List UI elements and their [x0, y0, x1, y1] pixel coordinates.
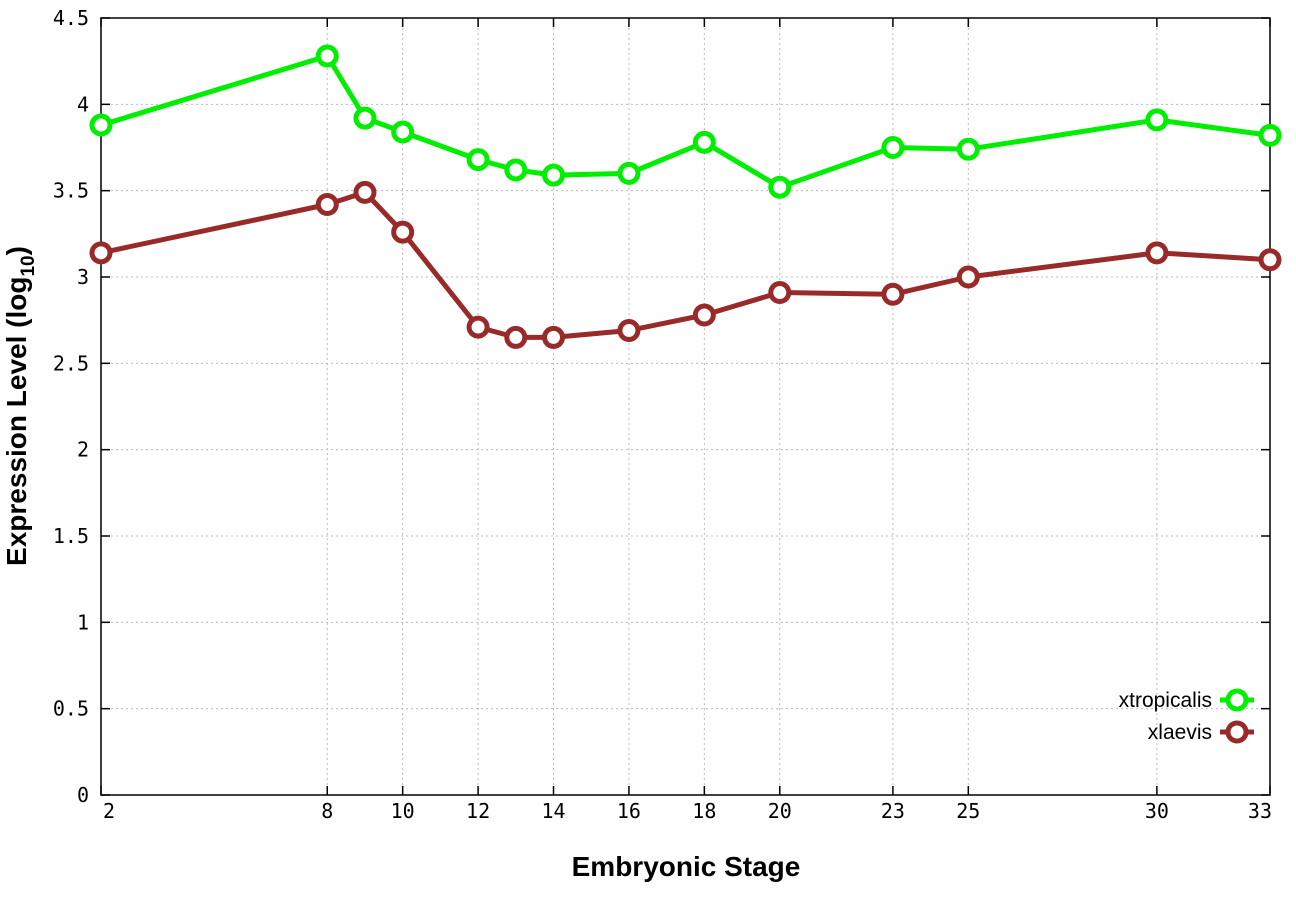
data-point-xtropicalis — [391, 120, 415, 144]
data-point-xtropicalis — [89, 113, 113, 137]
series-line-xlaevis — [100, 189, 1271, 340]
x-axis-title: Embryonic Stage — [572, 851, 801, 882]
grid-lines — [100, 17, 1271, 796]
plot-frame — [100, 17, 1271, 796]
x-tick-label: 30 — [1145, 799, 1169, 823]
x-tick-labels: 2 8 10 12 14 16 18 20 23 25 30 33 — [103, 799, 1272, 823]
x-tick-label: 25 — [956, 799, 980, 823]
data-point-xtropicalis — [542, 163, 566, 187]
data-point-xlaevis — [1145, 241, 1169, 265]
x-tick-label: 10 — [391, 799, 415, 823]
data-point-xtropicalis — [1145, 108, 1169, 132]
x-tick-label: 23 — [881, 799, 905, 823]
y-tick-label: 2.5 — [53, 351, 89, 375]
legend-label-xlaevis: xlaevis — [1148, 721, 1212, 744]
data-point-xlaevis — [315, 192, 339, 216]
data-point-xlaevis — [881, 282, 905, 306]
legend: xtropicalis xlaevis — [1119, 688, 1254, 744]
x-tick-label: 18 — [692, 799, 716, 823]
data-point-xtropicalis — [466, 148, 490, 172]
legend-marker-xlaevis — [1225, 720, 1249, 744]
data-point-xlaevis — [89, 241, 113, 265]
y-tick-label: 4.5 — [53, 6, 89, 30]
y-tick-label: 3.5 — [53, 179, 89, 203]
data-point-xlaevis — [768, 281, 792, 305]
y-tick-label: 0.5 — [53, 697, 89, 721]
x-tick-label: 33 — [1248, 799, 1272, 823]
x-tick-label: 2 — [103, 799, 115, 823]
data-point-xlaevis — [504, 325, 528, 349]
data-point-xlaevis — [542, 325, 566, 349]
x-tick-label: 20 — [768, 799, 792, 823]
x-tick-label: 16 — [617, 799, 641, 823]
x-tick-label: 8 — [321, 799, 333, 823]
data-point-xtropicalis — [956, 137, 980, 161]
data-point-xtropicalis — [881, 136, 905, 159]
legend-marker-xtropicalis — [1225, 688, 1249, 712]
data-point-xtropicalis — [315, 44, 339, 68]
x-tick-label: 12 — [466, 799, 490, 823]
y-tick-labels: 0 0.5 1 1.5 2 2.5 3 3.5 4 4.5 — [53, 6, 89, 807]
series-xtropicalis — [89, 44, 1282, 199]
axis-ticks — [100, 17, 1271, 796]
data-point-xlaevis — [466, 315, 490, 339]
data-point-xtropicalis — [617, 161, 641, 185]
data-point-xlaevis — [692, 303, 716, 327]
y-tick-label: 4 — [77, 92, 89, 116]
y-tick-label: 1 — [77, 610, 89, 634]
series-xlaevis — [89, 180, 1282, 349]
y-axis-title-subscript: 10 — [18, 255, 39, 276]
data-point-xtropicalis — [504, 158, 528, 182]
y-tick-label: 1.5 — [53, 524, 89, 548]
series-line-xtropicalis — [100, 53, 1271, 190]
y-axis-title-main: Expression Level (log — [1, 277, 32, 566]
y-axis-title-close: ) — [1, 246, 32, 255]
series-group — [89, 44, 1282, 349]
data-point-xtropicalis — [768, 175, 792, 199]
data-point-xtropicalis — [353, 106, 377, 130]
y-tick-label: 3 — [77, 265, 89, 289]
y-axis-title: Expression Level (log10) — [1, 246, 39, 566]
data-point-xlaevis — [956, 265, 980, 289]
data-point-xlaevis — [353, 180, 377, 204]
y-tick-label: 2 — [77, 438, 89, 462]
legend-label-xtropicalis: xtropicalis — [1119, 689, 1212, 712]
data-point-xlaevis — [391, 220, 415, 244]
data-point-xtropicalis — [1258, 123, 1282, 147]
data-point-xlaevis — [617, 319, 641, 343]
data-point-xlaevis — [1258, 248, 1282, 272]
y-tick-label: 0 — [77, 783, 89, 807]
data-point-xtropicalis — [692, 130, 716, 154]
x-tick-label: 14 — [541, 799, 565, 823]
